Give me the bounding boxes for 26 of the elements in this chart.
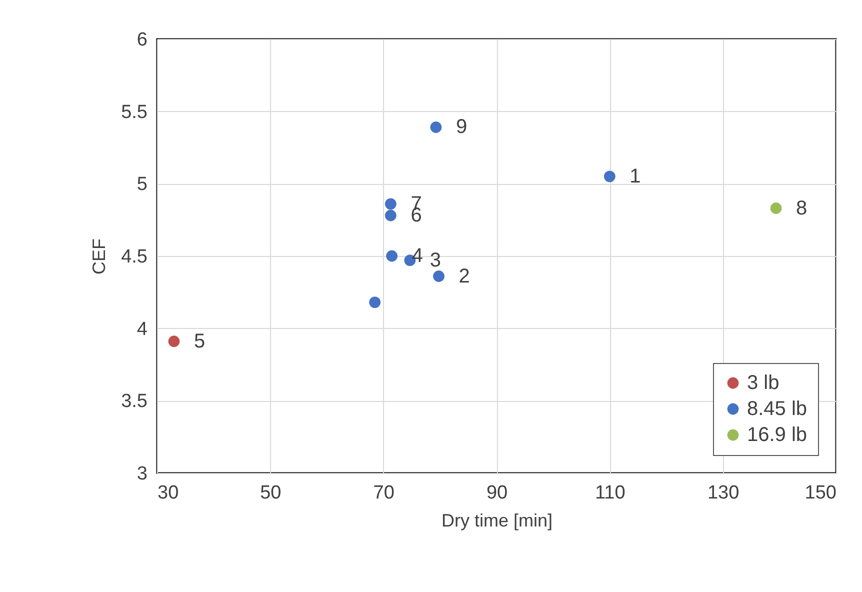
annotation: 5 — [194, 330, 206, 352]
annotation: 9 — [456, 116, 468, 138]
legend-label: 8.45 lb — [747, 398, 808, 420]
annotation: 8 — [796, 197, 808, 220]
x-tick-label: 30 — [158, 482, 179, 504]
x-tick-label: 150 — [804, 482, 836, 504]
y-tick-label: 4.5 — [121, 246, 148, 268]
annotation: 3 — [430, 249, 442, 272]
y-tick-label: 3.5 — [121, 391, 148, 412]
annotation: 4 — [412, 245, 423, 267]
y-tick-label: 5.5 — [121, 102, 148, 123]
x-tick-label: 130 — [707, 482, 740, 504]
legend-label: 3 lb — [747, 372, 780, 394]
y-tick-label: 6 — [136, 30, 148, 50]
x-tick-label: 50 — [260, 482, 282, 504]
annotation: 2 — [458, 265, 470, 288]
x-tick-label: 90 — [486, 482, 508, 504]
x-tick-label: 110 — [595, 482, 626, 504]
legend-label: 16.9 lb — [747, 424, 808, 446]
y-tick-label: 4 — [136, 318, 148, 340]
y-axis-title: CEF — [89, 238, 110, 274]
y-tick-label: 5 — [136, 174, 148, 196]
annotation: 1 — [630, 165, 641, 188]
y-tick-label: 3 — [136, 464, 148, 484]
x-tick-label: 70 — [373, 482, 394, 504]
x-axis-title: Dry time [min] — [441, 510, 553, 530]
